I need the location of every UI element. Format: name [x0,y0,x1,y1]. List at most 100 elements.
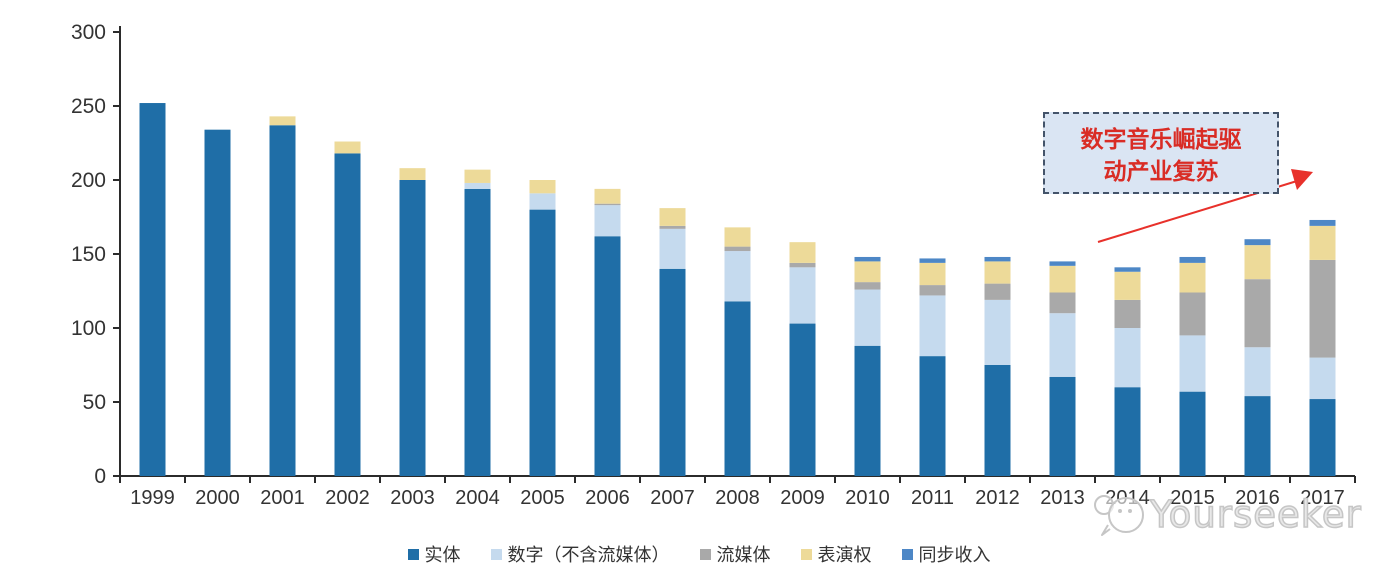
legend-item-实体: 实体 [407,541,461,567]
bar-segment-2016-同步收入 [1244,239,1271,246]
bar-segment-2014-同步收入 [1114,267,1141,272]
legend-swatch-icon [800,548,812,560]
bar-segment-2000-实体 [204,129,231,476]
legend-item-流媒体: 流媒体 [699,541,771,567]
bar-segment-2007-流媒体 [659,225,686,229]
bar-segment-2008-实体 [724,301,751,476]
bar-segment-2014-流媒体 [1114,299,1141,328]
x-axis-label-2010: 2010 [845,487,890,509]
bar-segment-2014-实体 [1114,387,1141,476]
annotation-box: 数字音乐崛起驱 动产业复苏 [1043,112,1279,194]
bar-segment-2003-表演权 [399,168,426,180]
annotation-text-line1: 数字音乐崛起驱 [1080,126,1242,153]
bar-segment-2015-数字（不含流媒体） [1179,335,1206,392]
x-axis-label-2009: 2009 [780,487,825,509]
bar-segment-2012-流媒体 [984,283,1011,300]
x-axis-label-2008: 2008 [715,487,760,509]
x-axis-label-2011: 2011 [911,487,954,509]
x-axis-label-2017: 2017 [1300,487,1345,509]
bar-segment-2007-实体 [659,268,686,476]
bar-segment-2004-表演权 [464,169,491,183]
x-axis-label-2007: 2007 [650,487,695,509]
bar-segment-2011-实体 [919,356,946,476]
x-axis-label-2014: 2014 [1105,487,1150,509]
bar-segment-2010-数字（不含流媒体） [854,289,881,346]
bar-segment-2006-数字（不含流媒体） [594,205,621,237]
legend-label: 数字（不含流媒体） [507,545,670,566]
bar-segment-2010-流媒体 [854,282,881,290]
legend-label: 流媒体 [716,545,771,566]
legend-label: 表演权 [817,545,872,566]
bar-segment-2001-实体 [269,125,296,477]
legend-label: 实体 [424,545,461,566]
bar-segment-2009-流媒体 [789,262,816,268]
bar-segment-2008-表演权 [724,227,751,247]
bar-segment-2015-表演权 [1179,262,1206,293]
bar-segment-2007-表演权 [659,208,686,226]
x-axis-label-2004: 2004 [455,487,500,509]
bar-segment-2009-表演权 [789,242,816,263]
bar-segment-2017-数字（不含流媒体） [1309,357,1336,400]
bar-segment-2003-实体 [399,180,426,476]
bar-segment-2005-实体 [529,209,556,476]
bar-segment-2012-实体 [984,365,1011,476]
x-axis-label-2015: 2015 [1170,487,1215,509]
bar-segment-2017-表演权 [1309,225,1336,260]
bar-segment-2015-同步收入 [1179,256,1206,263]
bar-segment-2005-表演权 [529,180,556,194]
y-axis-tick-label: 0 [94,465,106,488]
bar-segment-2002-表演权 [334,141,361,154]
y-axis-tick-label: 200 [71,169,106,192]
y-axis-tick-label: 250 [71,95,106,118]
bar-segment-1999-实体 [139,103,166,476]
x-axis-label-2016: 2016 [1235,487,1280,509]
x-axis-label-2013: 2013 [1040,487,1085,509]
x-axis-label-2002: 2002 [325,487,370,509]
bar-segment-2004-数字（不含流媒体） [464,182,491,189]
legend-item-同步收入: 同步收入 [901,541,991,567]
chart-legend: 实体 数字（不含流媒体） 流媒体 表演权 同步收入 [0,541,1398,567]
bar-segment-2008-数字（不含流媒体） [724,251,751,302]
bar-segment-2009-数字（不含流媒体） [789,267,816,324]
x-axis-label-2000: 2000 [195,487,240,509]
y-axis-tick-label: 300 [71,21,106,44]
bar-segment-2012-同步收入 [984,256,1011,262]
bar-segment-2012-表演权 [984,261,1011,284]
bar-segment-2013-实体 [1049,376,1076,476]
bar-segment-2017-实体 [1309,399,1336,476]
bar-segment-2008-流媒体 [724,246,751,252]
bar-segment-2016-流媒体 [1244,279,1271,348]
bar-segment-2017-流媒体 [1309,259,1336,358]
legend-item-数字（不含流媒体）: 数字（不含流媒体） [490,541,670,567]
bar-segment-2010-同步收入 [854,256,881,262]
x-axis-label-2003: 2003 [390,487,435,509]
bar-segment-2011-数字（不含流媒体） [919,295,946,357]
bar-segment-2012-数字（不含流媒体） [984,299,1011,365]
bar-segment-2015-流媒体 [1179,292,1206,336]
bar-segment-2013-数字（不含流媒体） [1049,313,1076,377]
x-axis-label-2006: 2006 [585,487,630,509]
legend-swatch-icon [901,548,913,560]
bar-segment-2013-表演权 [1049,265,1076,293]
bar-segment-2004-实体 [464,188,491,476]
bar-segment-2011-表演权 [919,262,946,286]
annotation-text-line2: 动产业复苏 [1103,158,1219,186]
bar-segment-2013-流媒体 [1049,292,1076,314]
legend-swatch-icon [407,548,419,560]
bar-segment-2016-数字（不含流媒体） [1244,347,1271,397]
legend-item-表演权: 表演权 [800,541,872,567]
bar-segment-2005-数字（不含流媒体） [529,193,556,210]
bar-segment-2014-数字（不含流媒体） [1114,328,1141,388]
bar-segment-2010-实体 [854,345,881,476]
annotation-arrow-head [1291,169,1313,190]
bar-segment-2016-实体 [1244,396,1271,476]
x-axis-label-2012: 2012 [975,487,1020,509]
legend-swatch-icon [490,548,502,560]
bar-segment-2016-表演权 [1244,245,1271,280]
bar-segment-2006-实体 [594,236,621,476]
legend-swatch-icon [699,548,711,560]
legend-label: 同步收入 [918,545,991,566]
bar-segment-2011-流媒体 [919,285,946,296]
